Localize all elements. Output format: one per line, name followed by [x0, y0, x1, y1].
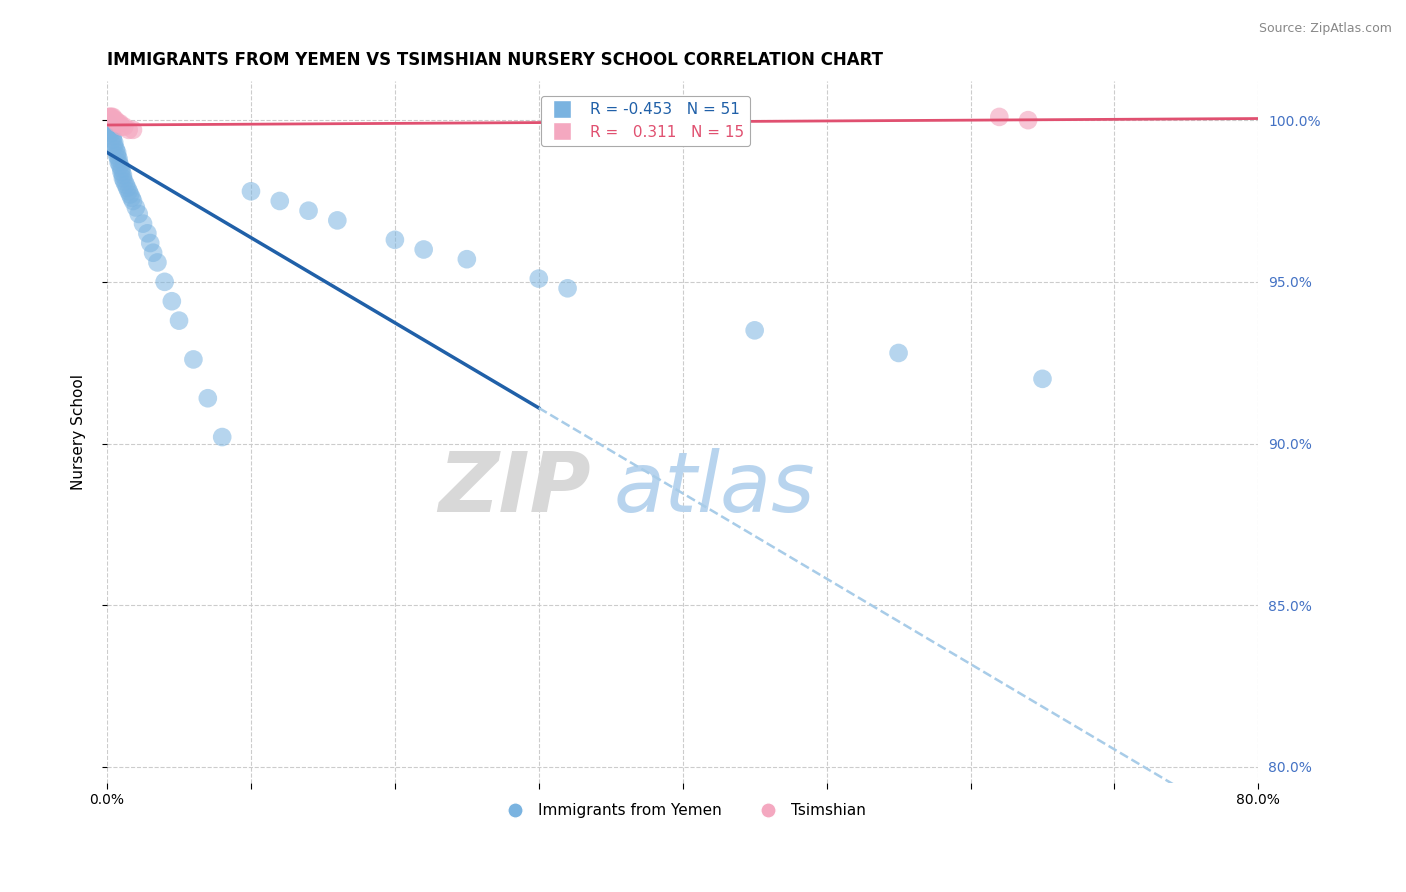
Text: ZIP: ZIP — [439, 448, 591, 529]
Immigrants from Yemen — [211, 430, 233, 444]
Immigrants from Yemen — [412, 243, 434, 257]
Immigrants from Yemen — [112, 175, 135, 189]
Immigrants from Yemen — [100, 123, 122, 137]
Immigrants from Yemen — [153, 275, 176, 289]
Tsimshian — [988, 110, 1011, 124]
Immigrants from Yemen — [132, 217, 155, 231]
Immigrants from Yemen — [269, 194, 291, 208]
Immigrants from Yemen — [744, 323, 766, 337]
Immigrants from Yemen — [110, 161, 132, 176]
Text: IMMIGRANTS FROM YEMEN VS TSIMSHIAN NURSERY SCHOOL CORRELATION CHART: IMMIGRANTS FROM YEMEN VS TSIMSHIAN NURSE… — [107, 51, 883, 69]
Immigrants from Yemen — [167, 313, 190, 327]
Immigrants from Yemen — [240, 184, 263, 198]
Immigrants from Yemen — [114, 178, 136, 192]
Immigrants from Yemen — [197, 391, 219, 405]
Immigrants from Yemen — [108, 158, 131, 172]
Immigrants from Yemen — [456, 252, 478, 267]
Immigrants from Yemen — [1031, 372, 1053, 386]
Immigrants from Yemen — [326, 213, 349, 227]
Immigrants from Yemen — [98, 123, 121, 137]
Tsimshian — [104, 113, 127, 128]
Immigrants from Yemen — [115, 181, 138, 195]
Immigrants from Yemen — [527, 271, 550, 285]
Immigrants from Yemen — [118, 184, 141, 198]
Tsimshian — [107, 116, 129, 130]
Immigrants from Yemen — [101, 129, 124, 144]
Y-axis label: Nursery School: Nursery School — [72, 374, 86, 491]
Tsimshian — [101, 110, 124, 124]
Immigrants from Yemen — [98, 120, 121, 134]
Immigrants from Yemen — [97, 116, 120, 130]
Immigrants from Yemen — [103, 136, 125, 150]
Tsimshian — [97, 110, 120, 124]
Immigrants from Yemen — [121, 191, 143, 205]
Text: Source: ZipAtlas.com: Source: ZipAtlas.com — [1258, 22, 1392, 36]
Immigrants from Yemen — [297, 203, 319, 218]
Immigrants from Yemen — [146, 255, 169, 269]
Immigrants from Yemen — [107, 152, 129, 166]
Tsimshian — [118, 123, 141, 137]
Immigrants from Yemen — [122, 194, 145, 208]
Immigrants from Yemen — [111, 171, 134, 186]
Immigrants from Yemen — [142, 245, 165, 260]
Immigrants from Yemen — [183, 352, 205, 367]
Legend: Immigrants from Yemen, Tsimshian: Immigrants from Yemen, Tsimshian — [494, 797, 872, 824]
Immigrants from Yemen — [125, 201, 148, 215]
Tsimshian — [122, 123, 145, 137]
Immigrants from Yemen — [111, 168, 134, 182]
Immigrants from Yemen — [105, 149, 128, 163]
Immigrants from Yemen — [139, 235, 162, 250]
Tsimshian — [103, 113, 125, 128]
Immigrants from Yemen — [128, 207, 150, 221]
Immigrants from Yemen — [120, 187, 142, 202]
Tsimshian — [108, 116, 131, 130]
Tsimshian — [105, 116, 128, 130]
Immigrants from Yemen — [104, 142, 127, 156]
Tsimshian — [1017, 113, 1039, 128]
Immigrants from Yemen — [160, 294, 183, 309]
Tsimshian — [100, 110, 122, 124]
Tsimshian — [112, 120, 135, 134]
Tsimshian — [110, 120, 132, 134]
Immigrants from Yemen — [107, 155, 129, 169]
Immigrants from Yemen — [136, 227, 159, 241]
Text: atlas: atlas — [613, 448, 815, 529]
Immigrants from Yemen — [887, 346, 910, 360]
Immigrants from Yemen — [105, 145, 128, 160]
Immigrants from Yemen — [384, 233, 406, 247]
Immigrants from Yemen — [100, 126, 122, 140]
Tsimshian — [98, 110, 121, 124]
Immigrants from Yemen — [103, 139, 125, 153]
Immigrants from Yemen — [110, 165, 132, 179]
Immigrants from Yemen — [101, 132, 124, 146]
Immigrants from Yemen — [557, 281, 579, 295]
